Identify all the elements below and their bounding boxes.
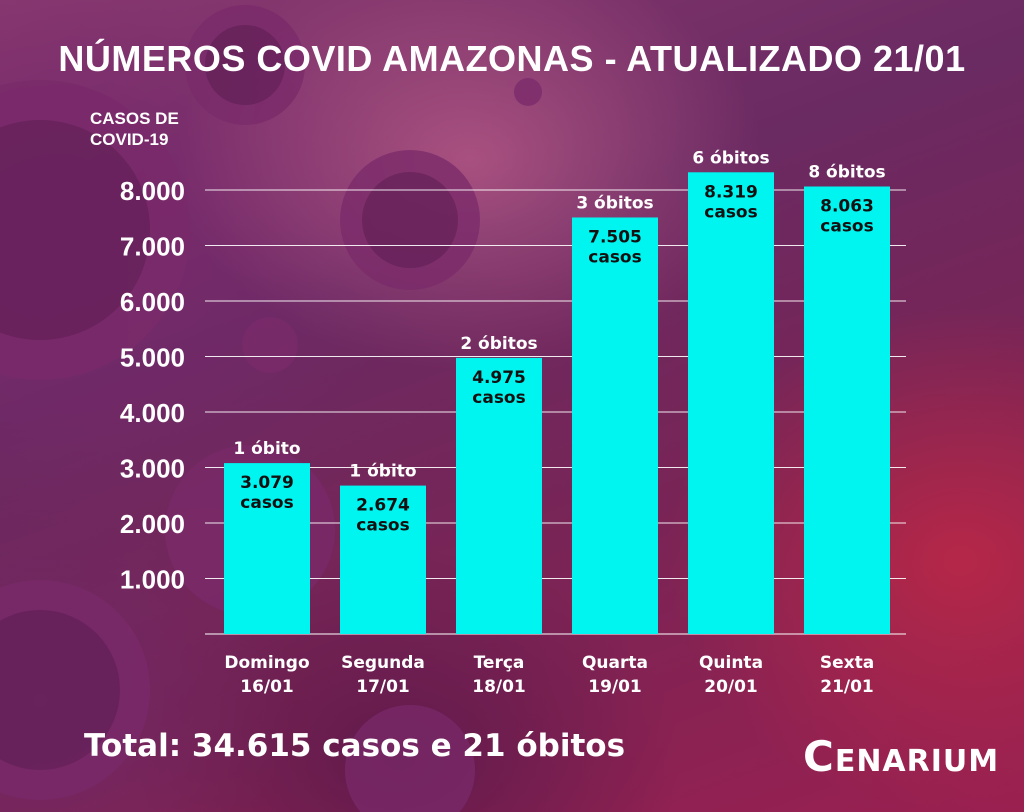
- value-label: 8.319: [704, 182, 758, 202]
- value-unit-label: casos: [820, 217, 873, 237]
- value-label: 7.505: [588, 227, 642, 247]
- x-tick-label-day: Quinta: [699, 653, 763, 673]
- value-label: 8.063: [820, 197, 874, 217]
- bar: [688, 172, 774, 634]
- y-tick-label: 3.000: [120, 454, 185, 484]
- value-unit-label: casos: [704, 202, 757, 222]
- y-tick-label: 1.000: [120, 565, 185, 595]
- value-unit-label: casos: [472, 388, 525, 408]
- bar: [340, 485, 426, 634]
- y-tick-label: 6.000: [120, 287, 185, 317]
- x-tick-label-day: Domingo: [224, 653, 309, 673]
- bar: [224, 463, 310, 634]
- bar: [456, 357, 542, 634]
- chart-title: NÚMEROS COVID AMAZONAS - ATUALIZADO 21/0…: [58, 38, 966, 79]
- x-tick-label-date: 17/01: [356, 677, 410, 697]
- x-tick-label-day: Sexta: [820, 653, 874, 673]
- value-label: 4.975: [472, 368, 526, 388]
- deaths-label: 1 óbito: [349, 462, 416, 482]
- y-axis-label: CASOS DE COVID-19: [90, 109, 179, 149]
- x-tick-label-date: 16/01: [240, 677, 294, 697]
- cenarium-logo: CENARIUM: [803, 732, 1000, 781]
- x-tick-label-date: 18/01: [472, 677, 526, 697]
- deaths-label: 6 óbitos: [692, 148, 769, 168]
- x-tick-label-day: Terça: [474, 653, 525, 673]
- x-tick-label-day: Quarta: [582, 653, 648, 673]
- y-tick-label: 2.000: [120, 509, 185, 539]
- y-tick-label: 4.000: [120, 398, 185, 428]
- x-tick-label-day: Segunda: [341, 653, 425, 673]
- x-tick-label-date: 19/01: [588, 677, 642, 697]
- total-summary: Total: 34.615 casos e 21 óbitos: [84, 728, 626, 764]
- value-unit-label: casos: [588, 247, 641, 267]
- y-tick-label: 7.000: [120, 232, 185, 262]
- deaths-label: 3 óbitos: [576, 193, 653, 213]
- value-label: 3.079: [240, 473, 294, 493]
- value-label: 2.674: [356, 496, 410, 516]
- bar: [572, 217, 658, 634]
- x-tick-label-date: 20/01: [704, 677, 758, 697]
- y-tick-label: 5.000: [120, 343, 185, 373]
- deaths-label: 8 óbitos: [808, 163, 885, 183]
- bar: [804, 186, 890, 635]
- value-unit-label: casos: [240, 493, 293, 513]
- deaths-label: 2 óbitos: [460, 334, 537, 354]
- deaths-label: 1 óbito: [233, 439, 300, 459]
- y-tick-label: 8.000: [120, 176, 185, 206]
- value-unit-label: casos: [356, 516, 409, 536]
- x-tick-label-date: 21/01: [820, 677, 874, 697]
